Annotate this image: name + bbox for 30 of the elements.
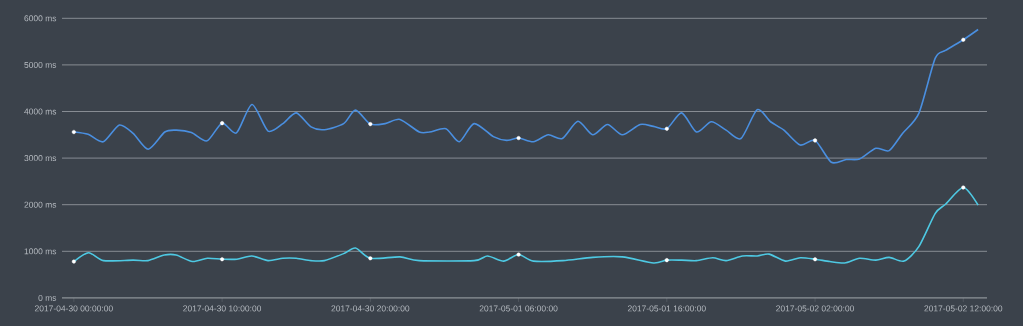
y-tick-label: 3000 ms bbox=[24, 155, 57, 162]
point bbox=[516, 252, 521, 257]
y-tick-label: 1000 ms bbox=[24, 248, 57, 255]
x-tick-label: 2017-04-30 10:00:00 bbox=[183, 305, 262, 312]
point bbox=[516, 136, 521, 141]
line-series bbox=[73, 28, 979, 164]
x-tick-label: 2017-05-02 12:00:00 bbox=[924, 305, 1003, 312]
point bbox=[961, 185, 966, 190]
point bbox=[220, 121, 225, 126]
point bbox=[71, 259, 76, 264]
y-tick-label: 6000 ms bbox=[24, 15, 57, 22]
y-tick-label: 2000 ms bbox=[24, 201, 57, 208]
point bbox=[664, 258, 669, 263]
y-tick-label: 0 ms bbox=[38, 294, 57, 301]
point bbox=[813, 257, 818, 262]
point bbox=[220, 257, 225, 262]
point bbox=[813, 138, 818, 143]
line-series bbox=[73, 186, 979, 264]
point bbox=[664, 126, 669, 131]
point bbox=[71, 130, 76, 134]
x-tick-label: 2017-05-01 06:00:00 bbox=[479, 305, 558, 312]
x-tick-label: 2017-04-30 00:00:00 bbox=[34, 305, 113, 312]
y-tick-label: 5000 ms bbox=[24, 61, 57, 68]
x-tick-label: 2017-05-02 02:00:00 bbox=[776, 305, 855, 312]
point bbox=[368, 122, 373, 127]
y-tick-label: 4000 ms bbox=[24, 108, 57, 115]
x-tick-label: 2017-04-30 20:00:00 bbox=[331, 305, 410, 312]
point bbox=[368, 256, 373, 261]
x-tick-label: 2017-05-01 16:00:00 bbox=[627, 305, 706, 312]
point bbox=[961, 37, 966, 42]
